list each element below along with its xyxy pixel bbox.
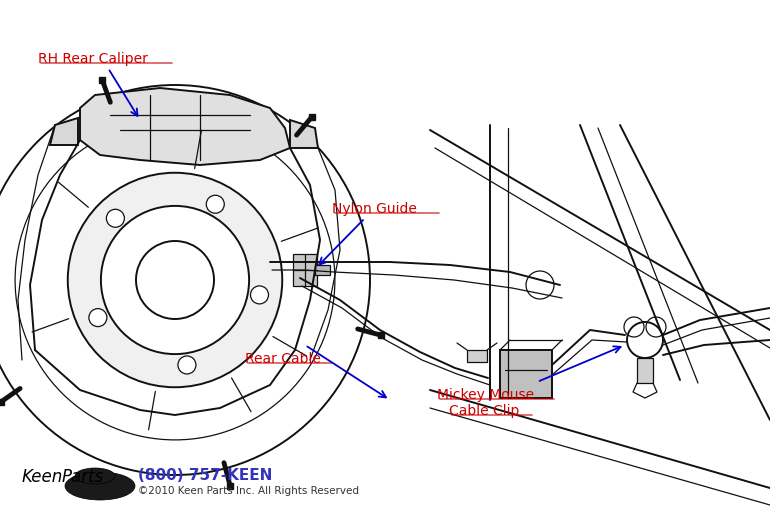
Circle shape (250, 286, 269, 304)
Text: Rear Cable: Rear Cable (245, 352, 321, 366)
Polygon shape (290, 120, 318, 148)
Circle shape (178, 356, 196, 374)
Polygon shape (50, 118, 78, 145)
Circle shape (136, 241, 214, 319)
Text: Mickey Mouse: Mickey Mouse (437, 388, 534, 402)
Bar (467, 350, 487, 362)
Text: Parts: Parts (62, 468, 104, 486)
Text: Keen: Keen (22, 468, 63, 486)
Polygon shape (80, 88, 290, 165)
Circle shape (101, 206, 249, 354)
Text: Nylon Guide: Nylon Guide (332, 202, 417, 216)
Ellipse shape (65, 472, 135, 500)
Bar (293, 254, 317, 286)
Text: (800) 757-KEEN: (800) 757-KEEN (138, 468, 273, 483)
Circle shape (68, 172, 283, 387)
Text: RH Rear Caliper: RH Rear Caliper (38, 52, 148, 66)
Ellipse shape (75, 468, 115, 484)
Circle shape (89, 309, 107, 327)
Text: Cable Clip: Cable Clip (449, 404, 520, 418)
Circle shape (206, 195, 224, 213)
Bar (637, 358, 653, 383)
Text: ©2010 Keen Parts Inc. All Rights Reserved: ©2010 Keen Parts Inc. All Rights Reserve… (138, 486, 359, 496)
Bar (315, 265, 330, 275)
Bar (500, 350, 552, 398)
Circle shape (106, 209, 125, 227)
